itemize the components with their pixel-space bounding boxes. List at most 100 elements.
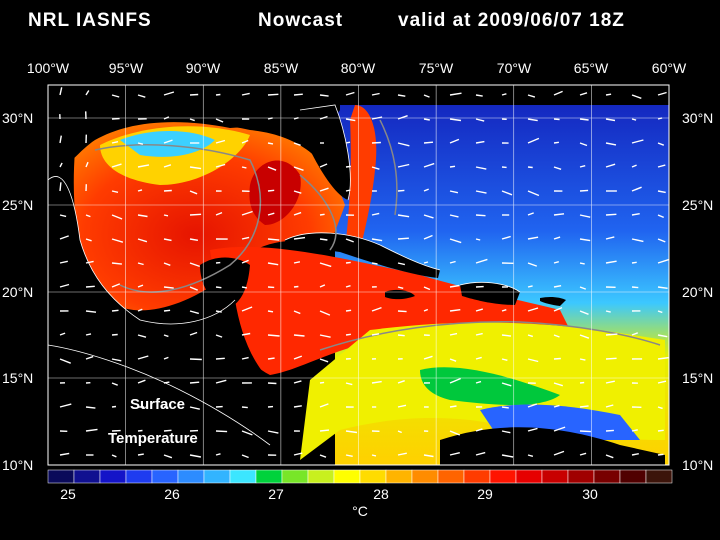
current-vector <box>137 164 150 168</box>
current-vector <box>579 358 586 361</box>
current-vector <box>293 355 303 360</box>
current-vector <box>189 238 199 241</box>
colorbar-swatch <box>437 469 465 484</box>
current-vector <box>397 142 410 147</box>
current-vector <box>553 141 559 144</box>
current-vector <box>267 262 279 266</box>
colorbar-swatch <box>73 469 101 484</box>
current-vector <box>397 94 406 97</box>
current-vector <box>475 190 487 194</box>
current-vector <box>59 358 71 364</box>
current-vector <box>449 309 461 312</box>
current-vector <box>163 381 170 384</box>
current-vector <box>189 381 200 384</box>
current-vector <box>631 429 638 432</box>
variable-label-temperature: Temperature <box>108 430 198 447</box>
current-vector <box>241 332 251 336</box>
current-vector <box>267 166 277 171</box>
current-vector <box>397 452 407 456</box>
current-vector <box>631 238 644 243</box>
current-vector <box>501 430 511 434</box>
current-vector <box>293 285 299 288</box>
colorbar-swatch <box>593 469 621 484</box>
current-vector <box>293 405 302 408</box>
current-vector <box>449 214 459 218</box>
current-vector <box>293 166 304 171</box>
current-vector <box>371 380 382 384</box>
lon-label: 100°W <box>26 60 70 76</box>
current-vector <box>475 238 481 241</box>
current-vector <box>397 237 409 240</box>
lon-label: 70°W <box>496 60 532 76</box>
current-vector <box>85 161 89 168</box>
current-vector <box>163 286 174 289</box>
current-vector <box>579 310 589 315</box>
map-frame <box>47 84 670 466</box>
current-vector <box>59 403 72 408</box>
current-vector <box>631 213 640 216</box>
current-vector <box>163 429 172 432</box>
current-vector <box>579 165 586 168</box>
current-vector <box>163 164 172 168</box>
current-vector <box>163 334 169 338</box>
current-vector <box>605 429 614 432</box>
current-vector <box>475 356 482 360</box>
current-vector <box>111 238 124 243</box>
current-vector <box>319 163 328 168</box>
current-vector <box>267 93 279 96</box>
current-vector <box>319 403 329 408</box>
current-vector <box>215 357 225 360</box>
current-vector <box>371 212 380 216</box>
current-vector <box>397 286 404 289</box>
current-vector <box>111 405 117 408</box>
lat-label-left: 20°N <box>2 284 34 300</box>
colorbar-tick: 28 <box>373 486 389 502</box>
current-vector <box>345 333 351 336</box>
current-vector <box>163 238 172 242</box>
lat-label-left: 10°N <box>2 457 34 473</box>
current-vector <box>189 454 202 458</box>
colorbar-swatch <box>151 469 179 484</box>
current-vector <box>241 210 253 216</box>
current-vector <box>215 118 224 123</box>
current-vector <box>579 334 590 339</box>
current-vector <box>293 117 299 120</box>
current-vector <box>501 454 514 458</box>
lat-label-left: 25°N <box>2 197 34 213</box>
current-vector <box>241 236 250 240</box>
colorbar-swatch <box>515 469 543 484</box>
current-vector <box>137 355 149 360</box>
colorbar-swatch <box>385 469 413 484</box>
current-vector <box>189 213 202 216</box>
current-vector <box>449 452 460 456</box>
current-vector <box>293 190 302 194</box>
lon-label: 80°W <box>340 60 376 76</box>
current-vector <box>397 310 407 313</box>
lat-label-right: 10°N <box>682 457 714 473</box>
current-vector <box>449 190 459 194</box>
current-vector <box>189 310 199 315</box>
current-vector <box>293 236 306 240</box>
current-vector <box>553 426 566 432</box>
current-vector <box>85 260 94 264</box>
current-vector <box>605 142 617 146</box>
current-vector <box>527 190 540 197</box>
current-vector <box>449 377 461 384</box>
colorbar-swatch <box>229 469 257 484</box>
lat-label-right: 25°N <box>682 197 714 213</box>
current-vector <box>657 214 664 219</box>
current-vector <box>241 356 249 360</box>
current-vector <box>553 90 563 96</box>
current-vector <box>501 309 507 312</box>
current-vector <box>241 92 250 96</box>
current-vector <box>111 333 118 336</box>
current-vector <box>293 452 303 456</box>
current-vector <box>59 87 63 96</box>
current-vector <box>319 310 331 316</box>
current-vector <box>137 94 146 98</box>
current-vector <box>475 380 482 384</box>
current-vector <box>319 358 329 363</box>
current-vector <box>579 214 591 218</box>
current-vector <box>371 141 381 144</box>
current-vector <box>371 238 383 242</box>
